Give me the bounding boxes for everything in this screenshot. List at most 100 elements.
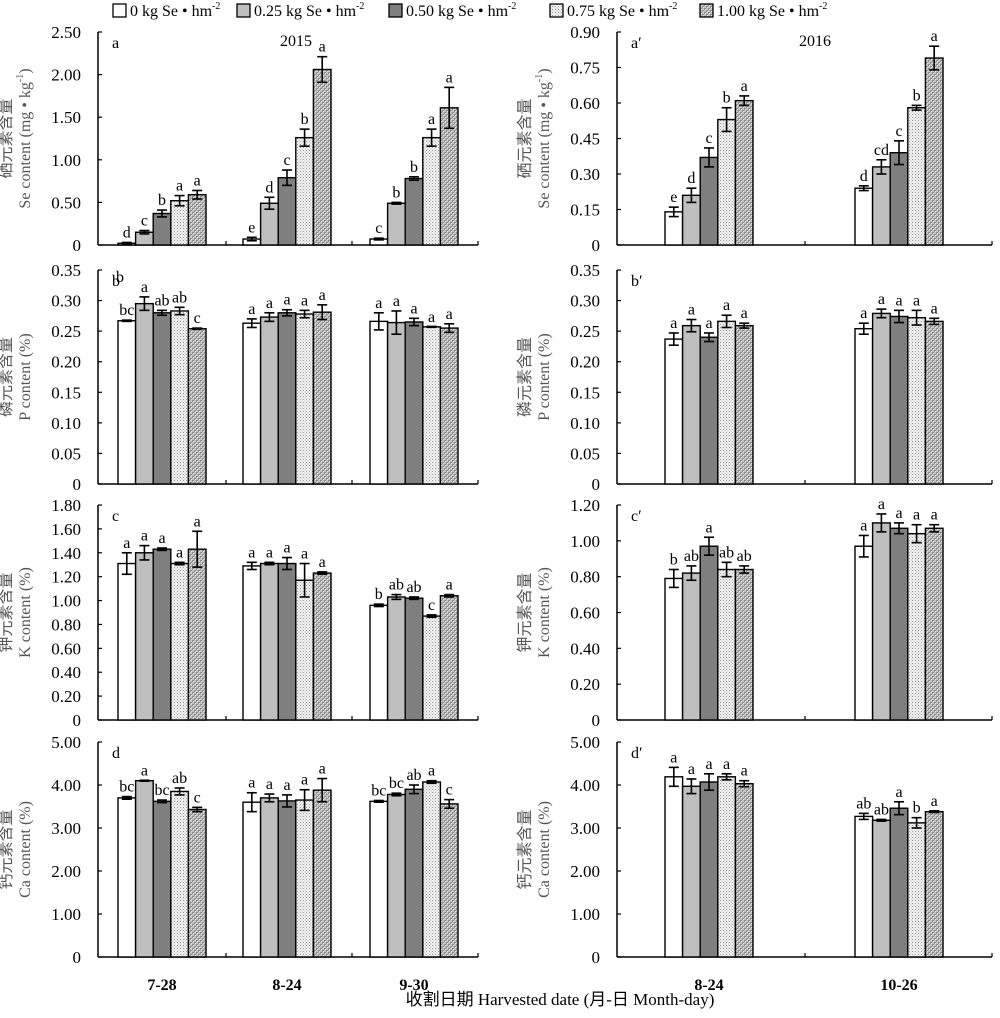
bar — [717, 320, 737, 485]
y-tick-label: 0.20 — [570, 353, 600, 372]
significance-letter: c — [428, 597, 435, 614]
error-bar — [911, 816, 922, 829]
y-tick-label: 0.20 — [570, 675, 600, 694]
significance-letter: a — [878, 496, 885, 513]
panel-a: 0 0.50 1.00 1.50 2.00 2.50 硒元素含量 Se content (mg… — [0, 23, 479, 255]
significance-letter: e — [670, 189, 677, 206]
panel-b: 0 0.05 0.10 0.15 0.20 0.25 0.30 0.35 磷元素含量 P cont… — [0, 261, 479, 494]
bar — [259, 797, 279, 958]
significance-letter: ab — [406, 767, 421, 784]
significance-letter: c — [194, 310, 201, 327]
significance-letter: a — [705, 756, 712, 773]
y-tick-label: 3.00 — [570, 819, 600, 838]
significance-letter: a — [670, 315, 677, 332]
error-bar — [299, 788, 310, 812]
significance-letter: b — [723, 90, 731, 107]
error-bar — [157, 309, 167, 317]
bar — [734, 324, 754, 485]
panel-d-prime: 0 1.00 2.00 3.00 4.00 5.00 钙元素含量 Ca content (%)… — [516, 733, 993, 967]
legend-swatch — [549, 3, 564, 18]
y-tick-label: 0 — [73, 236, 82, 255]
significance-letter: a — [895, 784, 902, 801]
y-tick-label: 0.30 — [570, 165, 600, 184]
y-axis-title-en: K content (%) — [536, 567, 553, 658]
panel-c-prime: 0 0.20 0.40 0.60 0.80 1.00 1.20 钾元素含量 K content … — [516, 496, 993, 730]
significance-letter: a — [319, 761, 326, 778]
error-bar — [876, 308, 887, 319]
error-bar — [264, 793, 275, 803]
y-tick-label: 1.00 — [51, 592, 81, 611]
error-bar — [299, 309, 310, 319]
bar — [312, 572, 332, 721]
bar — [439, 595, 459, 721]
bar — [889, 315, 909, 485]
significance-letter: a — [670, 749, 677, 766]
bar-group-9-30: c bb a a — [369, 69, 459, 246]
y-tick-label: 0.80 — [570, 568, 600, 587]
error-bar — [444, 798, 455, 810]
legend-label: 0.75 kg Se • hm-2 — [567, 1, 677, 20]
bar — [664, 577, 684, 721]
significance-letter: e — [248, 219, 255, 236]
significance-letter: a — [446, 306, 453, 323]
significance-letter: a — [176, 178, 183, 195]
x-category-label: 8-24 — [694, 977, 723, 994]
error-bar — [894, 522, 904, 535]
bar — [277, 312, 297, 485]
bar — [924, 57, 944, 246]
y-tick-label: 0.15 — [570, 383, 600, 402]
bar — [277, 176, 297, 246]
bar — [152, 800, 172, 958]
panel-label: c — [112, 508, 119, 525]
error-bar — [192, 806, 203, 813]
error-bar — [139, 229, 150, 235]
bar — [277, 562, 297, 721]
significance-letter: a — [248, 301, 255, 318]
bar — [187, 194, 207, 246]
legend-item: 0 kg Se • hm-2 — [112, 1, 220, 20]
bar — [404, 597, 424, 721]
significance-letter: b — [375, 586, 383, 603]
significance-letter: a — [688, 761, 695, 778]
bar — [422, 615, 442, 721]
bar — [404, 788, 424, 958]
legend-label: 0 kg Se • hm-2 — [130, 1, 220, 20]
bar — [170, 310, 190, 485]
error-bar — [858, 185, 869, 192]
error-bar — [246, 236, 257, 242]
bar — [871, 819, 891, 958]
error-bar — [876, 159, 887, 175]
error-bar — [299, 128, 310, 147]
significance-letter: a — [688, 302, 695, 319]
error-bar — [911, 104, 922, 111]
y-tick-label: 0.40 — [51, 663, 81, 682]
bar — [242, 565, 262, 721]
error-bar — [409, 317, 419, 327]
error-bar — [264, 196, 275, 211]
bar — [187, 548, 207, 721]
bar-group-8-24: ed c ba — [664, 78, 754, 246]
significance-letter: b — [158, 192, 166, 209]
error-bar — [929, 317, 940, 326]
bar — [369, 800, 389, 958]
bar — [699, 336, 719, 485]
bar — [295, 799, 315, 958]
error-bar — [264, 561, 275, 566]
error-bar — [721, 314, 732, 329]
y-axis-title-en: Se content (mg • kg-1) — [15, 68, 34, 208]
year-label: 2015 — [280, 33, 312, 50]
significance-letter: ab — [737, 548, 752, 565]
significance-letter: b — [410, 159, 418, 176]
error-bar — [282, 556, 292, 571]
panel-label: d — [112, 745, 120, 762]
significance-letter: a — [283, 292, 290, 309]
error-bar — [139, 544, 150, 561]
significance-letter: c — [283, 152, 290, 169]
error-bar — [121, 319, 132, 323]
significance-letter: cd — [874, 142, 889, 159]
